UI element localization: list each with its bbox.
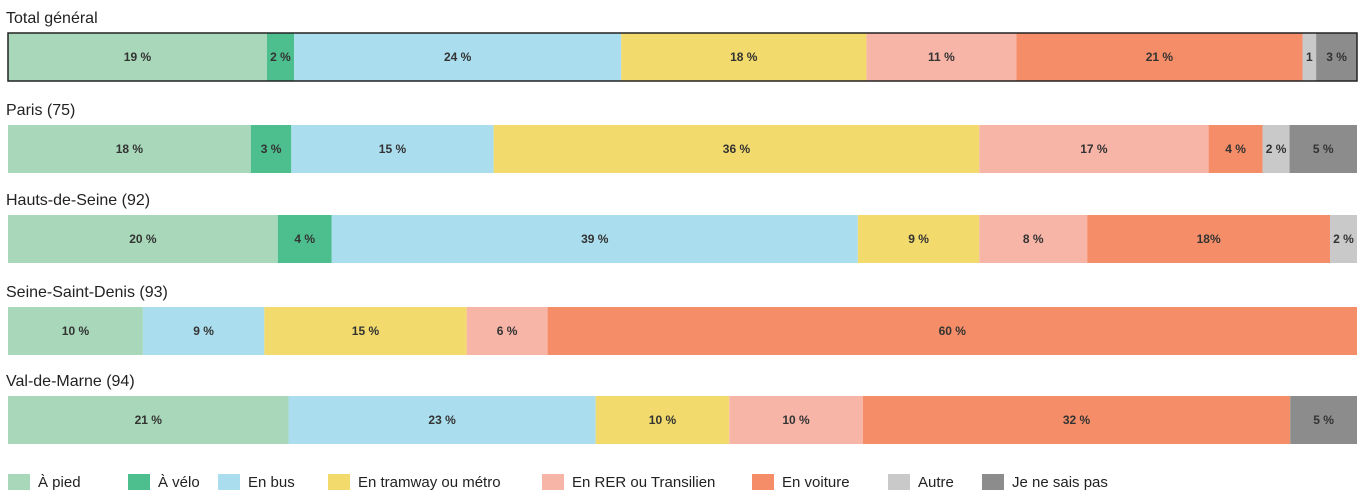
legend-swatch <box>218 474 240 490</box>
bar-segment <box>729 396 863 444</box>
bar-segment <box>979 215 1088 263</box>
value-label: 9 % <box>908 232 929 246</box>
value-label: 36 % <box>723 142 751 156</box>
value-label: 21 % <box>135 413 163 427</box>
legend-label: En RER ou Transilien <box>572 474 715 491</box>
value-label: 3 % <box>1326 50 1347 64</box>
value-label: 2 % <box>1333 232 1354 246</box>
value-label: 10 % <box>782 413 810 427</box>
bar-segment <box>264 307 467 355</box>
bar-segment <box>547 307 1357 355</box>
legend-label: Je ne sais pas <box>1012 474 1108 491</box>
bar-row: 21 % 23 % 10 % 10 % 32 % 5 % <box>8 396 1357 444</box>
legend-swatch <box>8 474 30 490</box>
legend-label: En voiture <box>782 474 850 491</box>
value-label: 1 <box>1306 50 1313 64</box>
bar-outline <box>7 32 1358 82</box>
bar-segment <box>1087 215 1331 263</box>
row-title: Val-de-Marne (94) <box>6 373 135 390</box>
bar-segment <box>979 125 1209 173</box>
value-label: 10 % <box>649 413 677 427</box>
value-label: 8 % <box>1023 232 1044 246</box>
bar-segment <box>294 33 622 81</box>
bar-segment <box>493 125 980 173</box>
value-label: 4 % <box>294 232 315 246</box>
bar-row: 10 % 9 % 15 % 6 % 60 % <box>8 307 1357 355</box>
bar-segment <box>142 307 265 355</box>
value-label: 15 % <box>379 142 407 156</box>
value-label: 20 % <box>129 232 157 246</box>
legend-swatch <box>888 474 910 490</box>
bar-segment <box>466 307 548 355</box>
bar-segment <box>8 215 278 263</box>
bar-segment <box>857 215 980 263</box>
bar-segment <box>1290 396 1357 444</box>
legend-swatch <box>982 474 1004 490</box>
value-label: 3 % <box>261 142 282 156</box>
value-label: 4 % <box>1225 142 1246 156</box>
bar-segment <box>621 33 867 81</box>
legend-label: Autre <box>918 474 954 491</box>
value-label: 39 % <box>581 232 609 246</box>
value-label: 21 % <box>1146 50 1174 64</box>
bar-row: 19 % 2 % 24 % 18 % 11 % 21 % 1 3 % <box>8 33 1357 81</box>
bar-row: 18 % 3 % 15 % 36 % 17 % 4 % 2 % 5 % <box>8 125 1357 173</box>
bar-segment <box>1302 33 1317 81</box>
value-label: 19 % <box>124 50 152 64</box>
value-label: 5 % <box>1313 413 1334 427</box>
bar-segment <box>8 125 251 173</box>
value-label: 10 % <box>62 324 90 338</box>
bar-segment <box>1289 125 1357 173</box>
legend-swatch <box>328 474 350 490</box>
bar-segment <box>1208 125 1263 173</box>
legend-label: À vélo <box>158 474 200 491</box>
value-label: 60 % <box>939 324 967 338</box>
bar-segment <box>277 215 332 263</box>
value-label: 6 % <box>497 324 518 338</box>
value-label: 23 % <box>428 413 456 427</box>
legend-swatch <box>128 474 150 490</box>
bar-segment <box>250 125 292 173</box>
value-label: 11 % <box>928 50 955 64</box>
bar-segment <box>1316 33 1357 81</box>
bar-segment <box>291 125 494 173</box>
row-title: Total général <box>6 10 98 27</box>
bar-segment <box>1330 215 1357 263</box>
bar-segment <box>8 396 289 444</box>
bar-segment <box>266 33 295 81</box>
value-label: 15 % <box>352 324 380 338</box>
bar-segment <box>866 33 1017 81</box>
legend-label: En bus <box>248 474 295 491</box>
value-label: 5 % <box>1313 142 1334 156</box>
value-label: 9 % <box>193 324 214 338</box>
value-label: 18 % <box>730 50 758 64</box>
value-label: 2 % <box>1266 142 1287 156</box>
bar-segment <box>1016 33 1303 81</box>
value-label: 32 % <box>1063 413 1091 427</box>
value-label: 17 % <box>1080 142 1108 156</box>
bar-segment <box>1262 125 1290 173</box>
value-label: 18% <box>1197 232 1221 246</box>
bar-segment <box>288 396 596 444</box>
value-label: 18 % <box>116 142 144 156</box>
bar-segment <box>331 215 858 263</box>
bar-segment <box>8 307 143 355</box>
row-title: Paris (75) <box>6 102 75 119</box>
bar-segment <box>595 396 730 444</box>
legend-label: En tramway ou métro <box>358 474 501 491</box>
value-label: 2 % <box>270 50 291 64</box>
legend-swatch <box>752 474 774 490</box>
legend-label: À pied <box>38 474 81 491</box>
bar-segment <box>862 396 1291 444</box>
row-title: Seine-Saint-Denis (93) <box>6 284 168 301</box>
bar-row: 20 % 4 % 39 % 9 % 8 % 18% 2 % <box>8 215 1357 263</box>
bar-segment <box>8 33 267 81</box>
row-title: Hauts-de-Seine (92) <box>6 192 150 209</box>
legend-swatch <box>542 474 564 490</box>
value-label: 24 % <box>444 50 472 64</box>
